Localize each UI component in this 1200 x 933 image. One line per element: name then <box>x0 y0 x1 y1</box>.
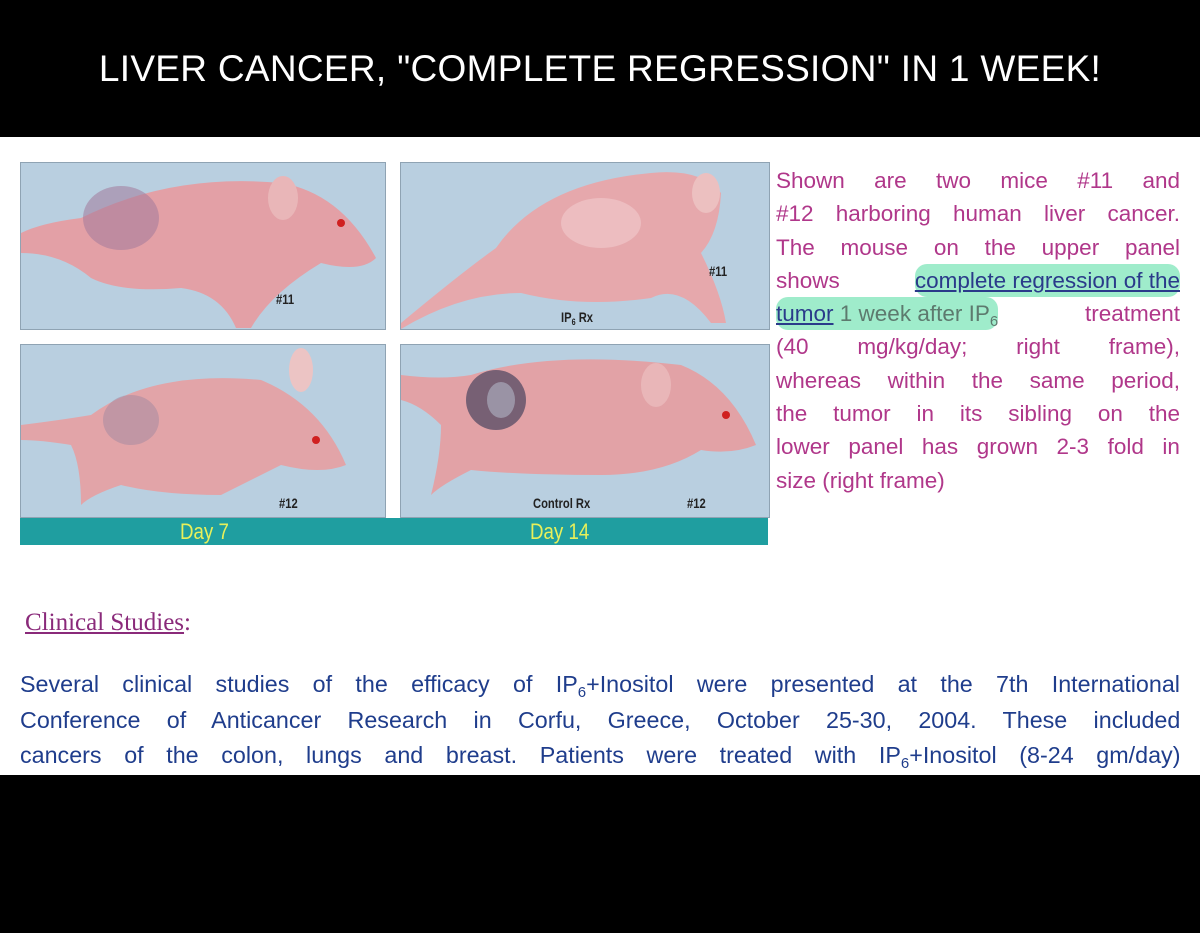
caption-line: tumor 1 week after IP6 treatment <box>776 297 1180 331</box>
mouse-id-label: #12 <box>279 495 298 511</box>
mouse-figure: #11 #11 IP6 Rx #12 Control Rx #12 Day 7 … <box>20 160 770 545</box>
section-heading: Clinical Studies: <box>25 609 191 636</box>
clinical-paragraph: Several clinical studies of the efficacy… <box>20 667 1180 774</box>
document-page: #11 #11 IP6 Rx #12 Control Rx #12 Day 7 … <box>0 137 1200 775</box>
caption-line: Shown are two mice #11 and <box>776 168 1180 193</box>
mouse-id-label: #11 <box>709 263 728 279</box>
highlighted-text: tumor <box>776 301 834 327</box>
panel-day14-mouse11: #11 IP6 Rx <box>400 162 770 330</box>
paragraph-line: Several clinical studies of the efficacy… <box>20 671 1180 701</box>
panel-day7-mouse12: #12 <box>20 344 386 518</box>
highlighted-text: complete regression of the <box>914 263 1180 298</box>
caption-line: shows complete regression of the <box>776 263 1180 298</box>
caption-line: lower panel has grown 2-3 fold in <box>776 434 1180 460</box>
figure-caption: Shown are two mice #11 and #12 harboring human l… <box>776 164 1180 497</box>
paragraph-line: Conference of Anticancer Research in Cor… <box>20 706 1181 733</box>
caption-line: whereas within the same period, <box>776 367 1180 393</box>
caption-line: #12 harboring human liver cancer. <box>776 201 1180 227</box>
mouse-id-label: #12 <box>687 495 706 511</box>
caption-line: size (right frame) <box>776 467 945 493</box>
caption-line: the tumor in its sibling on the <box>776 401 1180 427</box>
mouse-id-label: #11 <box>276 291 295 307</box>
panel-day7-mouse11: #11 <box>20 162 386 330</box>
day-label: Day 14 <box>530 519 590 544</box>
day-label: Day 7 <box>180 519 229 544</box>
treatment-label: IP6 Rx <box>561 309 594 327</box>
paragraph-line: cancers of the colon, lungs and breast. … <box>20 742 1181 772</box>
day-bar: Day 7 Day 14 <box>20 518 768 545</box>
caption-line: The mouse on the upper panel <box>776 234 1180 260</box>
page-title: LIVER CANCER, "COMPLETE REGRESSION" IN 1… <box>98 47 1102 89</box>
treatment-label: Control Rx <box>533 495 591 511</box>
caption-line: (40 mg/kg/day; right frame), <box>776 334 1180 360</box>
panel-day14-mouse12: Control Rx #12 <box>400 344 770 518</box>
